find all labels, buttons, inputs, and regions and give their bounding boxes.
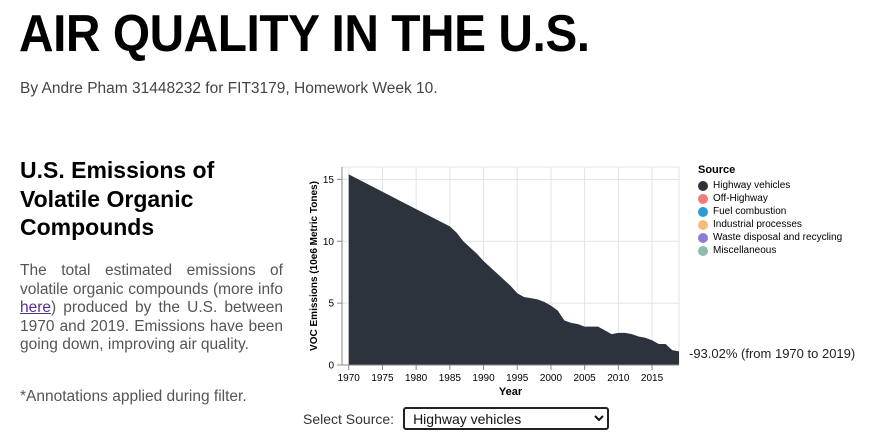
legend-label: Industrial processes xyxy=(713,219,802,230)
legend-swatch-icon xyxy=(698,219,708,230)
y-tick-label: 5 xyxy=(328,299,334,310)
area-series[interactable] xyxy=(348,174,679,365)
legend-item[interactable]: Highway vehicles xyxy=(698,179,842,192)
x-tick-label: 1970 xyxy=(338,373,361,384)
legend-swatch-icon xyxy=(698,232,708,243)
percent-change-annotation: -93.02% (from 1970 to 2019) xyxy=(689,346,856,361)
x-tick-label: 1985 xyxy=(439,373,462,384)
legend-item[interactable]: Waste disposal and recycling xyxy=(698,231,842,244)
y-tick-label: 10 xyxy=(323,237,335,248)
more-info-link[interactable]: here xyxy=(20,299,52,316)
legend-title: Source xyxy=(698,164,736,176)
source-filter: Select Source: Highway vehiclesOff-Highw… xyxy=(303,407,610,430)
legend-label: Highway vehicles xyxy=(713,180,791,191)
legend-item[interactable]: Industrial processes xyxy=(698,218,842,231)
legend-label: Off-Highway xyxy=(713,193,768,204)
section-description: The total estimated emissions of volatil… xyxy=(20,262,283,355)
x-tick-label: 1995 xyxy=(506,373,529,384)
x-tick-label: 1975 xyxy=(371,373,394,384)
x-tick-label: 1990 xyxy=(472,373,495,384)
x-tick-label: 1980 xyxy=(405,373,428,384)
section-title: U.S. Emissions of Volatile Organic Compo… xyxy=(20,157,215,240)
legend-label: Waste disposal and recycling xyxy=(713,232,843,243)
x-tick-label: 2015 xyxy=(641,373,664,384)
legend-item[interactable]: Off-Highway xyxy=(698,192,842,205)
x-tick-label: 2010 xyxy=(607,373,630,384)
legend-swatch-icon xyxy=(698,193,708,204)
x-tick-label: 2005 xyxy=(574,373,597,384)
x-tick-label: 2000 xyxy=(540,373,563,384)
legend-items: Highway vehicles Off-Highway Fuel combusti… xyxy=(698,179,842,257)
legend-label: Fuel combustion xyxy=(713,206,787,217)
emissions-area-chart[interactable]: 1970 1975 1980 1985 1990 1995 2000 2005 2010 2015… xyxy=(300,160,690,405)
chart-legend: Source Highway vehicles Off-Highway Fuel c… xyxy=(698,164,842,257)
page-title: AIR QUALITY IN THE U.S. xyxy=(19,5,590,63)
byline: By Andre Pham 31448232 for FIT3179, Home… xyxy=(20,80,438,97)
x-axis-title: Year xyxy=(499,386,523,398)
legend-item[interactable]: Miscellaneous xyxy=(698,244,842,257)
y-axis-title: VOC Emissions (10e6 Metric Tones) xyxy=(309,181,320,351)
legend-swatch-icon xyxy=(698,206,708,217)
description-text-start: The total estimated emissions of volatil… xyxy=(20,262,283,298)
y-tick-label: 15 xyxy=(323,175,335,186)
annotation-note: *Annotations applied during filter. xyxy=(20,388,247,405)
legend-label: Miscellaneous xyxy=(713,245,777,256)
legend-item[interactable]: Fuel combustion xyxy=(698,205,842,218)
legend-swatch-icon xyxy=(698,245,708,256)
legend-swatch-icon xyxy=(698,180,708,191)
description-text-end: ) produced by the U.S. between 1970 and … xyxy=(20,299,283,353)
select-source-label: Select Source: xyxy=(303,410,395,427)
y-tick-label: 0 xyxy=(328,361,334,372)
